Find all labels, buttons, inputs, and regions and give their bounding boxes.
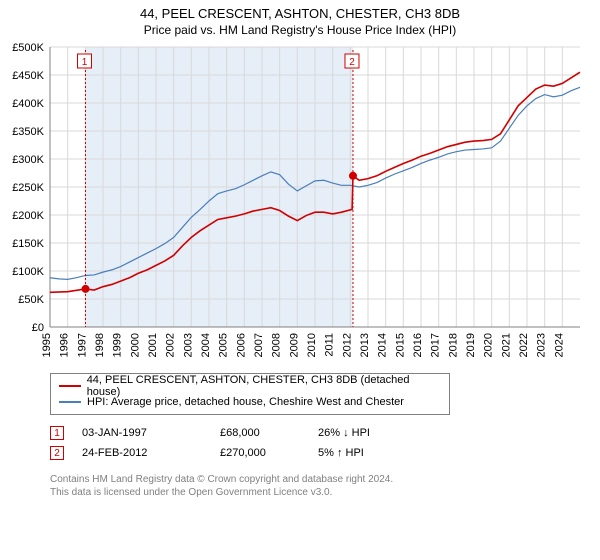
footer-attribution: Contains HM Land Registry data © Crown c… [50,473,600,499]
x-tick-label: 2008 [271,333,283,357]
y-tick-label: £450K [12,70,44,82]
y-tick-label: £500K [12,42,44,54]
transaction-badge: 1 [50,426,64,440]
x-tick-label: 2022 [518,333,530,357]
transaction-row: 1 03-JAN-1997 £68,000 26% ↓ HPI [50,423,600,443]
transaction-price: £270,000 [220,447,300,459]
transaction-row: 2 24-FEB-2012 £270,000 5% ↑ HPI [50,443,600,463]
marker-dot [349,172,357,180]
x-tick-label: 2018 [447,333,459,357]
x-tick-label: 2002 [165,333,177,357]
x-tick-label: 2023 [536,333,548,357]
x-tick-label: 2006 [235,333,247,357]
legend-swatch [59,401,81,403]
legend-item: HPI: Average price, detached house, Ches… [59,394,441,410]
x-tick-label: 1997 [76,333,88,357]
legend-label: 44, PEEL CRESCENT, ASHTON, CHESTER, CH3 … [87,374,441,398]
x-tick-label: 2009 [288,333,300,357]
y-tick-label: £350K [12,126,44,138]
transaction-pct: 26% ↓ HPI [318,427,398,439]
marker-badge-label: 2 [349,57,355,68]
x-tick-label: 2021 [500,333,512,357]
transaction-date: 03-JAN-1997 [82,427,202,439]
y-tick-label: £100K [12,266,44,278]
x-tick-label: 2004 [200,333,212,357]
footer-line: Contains HM Land Registry data © Crown c… [50,473,600,486]
transaction-date: 24-FEB-2012 [82,447,202,459]
y-tick-label: £250K [12,182,44,194]
x-tick-label: 1998 [94,333,106,357]
x-tick-label: 2016 [412,333,424,357]
transaction-badge: 2 [50,446,64,460]
transaction-pct: 5% ↑ HPI [318,447,398,459]
y-tick-label: £150K [12,238,44,250]
legend: 44, PEEL CRESCENT, ASHTON, CHESTER, CH3 … [50,373,450,415]
chart-title: 44, PEEL CRESCENT, ASHTON, CHESTER, CH3 … [0,6,600,21]
x-tick-label: 2024 [553,333,565,357]
x-tick-label: 2010 [306,333,318,357]
y-tick-label: £300K [12,154,44,166]
chart-area: £0 £50K £100K £150K £200K £250K £300K £350K £400… [0,37,600,367]
x-tick-label: 2015 [394,333,406,357]
x-tick-label: 2011 [324,333,336,357]
x-tick-label: 1995 [41,333,53,357]
line-chart: £0 £50K £100K £150K £200K £250K £300K £350K £400… [0,37,600,367]
x-tick-label: 2020 [483,333,495,357]
x-tick-label: 2013 [359,333,371,357]
chart-subtitle: Price paid vs. HM Land Registry's House … [0,23,600,37]
marker-badge-label: 1 [82,57,88,68]
legend-swatch [59,385,81,387]
transactions-table: 1 03-JAN-1997 £68,000 26% ↓ HPI 2 24-FEB-2012… [50,423,600,463]
x-tick-label: 2019 [465,333,477,357]
y-tick-label: £400K [12,98,44,110]
x-tick-label: 2001 [147,333,159,357]
x-tick-label: 2014 [377,333,389,357]
x-tick-label: 2017 [430,333,442,357]
footer-line: This data is licensed under the Open Gov… [50,486,600,499]
y-tick-label: £0 [32,322,44,334]
transaction-price: £68,000 [220,427,300,439]
marker-dot [82,285,90,293]
legend-item: 44, PEEL CRESCENT, ASHTON, CHESTER, CH3 … [59,378,441,394]
x-tick-label: 2003 [182,333,194,357]
x-tick-label: 1999 [112,333,124,357]
x-tick-label: 2012 [341,333,353,357]
x-tick-label: 2005 [218,333,230,357]
legend-label: HPI: Average price, detached house, Ches… [87,396,404,408]
y-tick-label: £50K [18,294,44,306]
y-tick-label: £200K [12,210,44,222]
x-tick-label: 2000 [129,333,141,357]
x-tick-label: 2007 [253,333,265,357]
x-tick-label: 1996 [59,333,71,357]
